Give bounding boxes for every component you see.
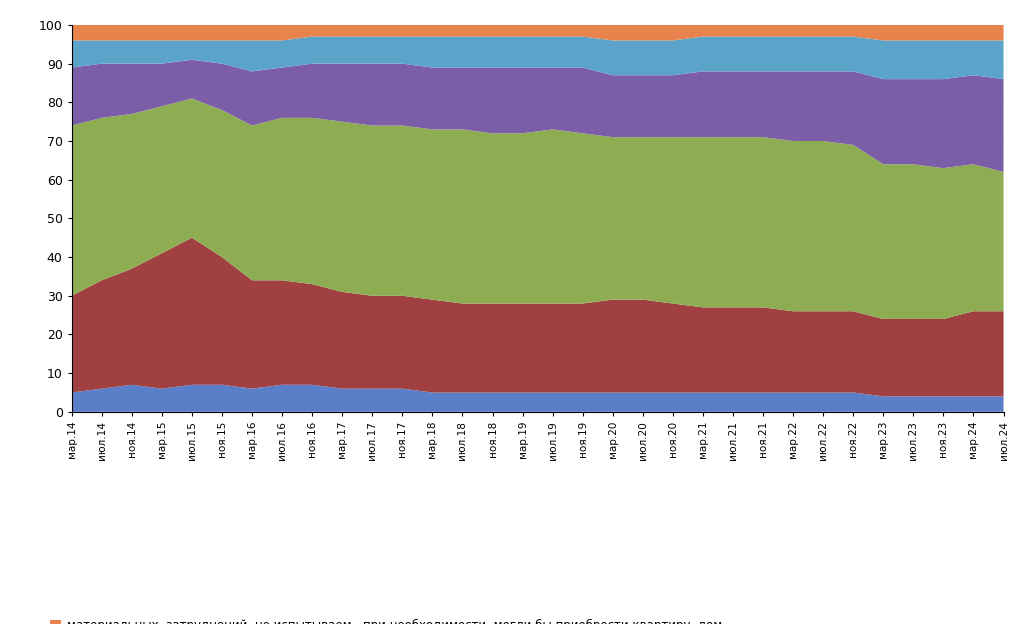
- Legend: материальных  затруднений  не испытываем,  при необходимости  могли бы приобрест: материальных затруднений не испытываем, …: [49, 619, 723, 624]
